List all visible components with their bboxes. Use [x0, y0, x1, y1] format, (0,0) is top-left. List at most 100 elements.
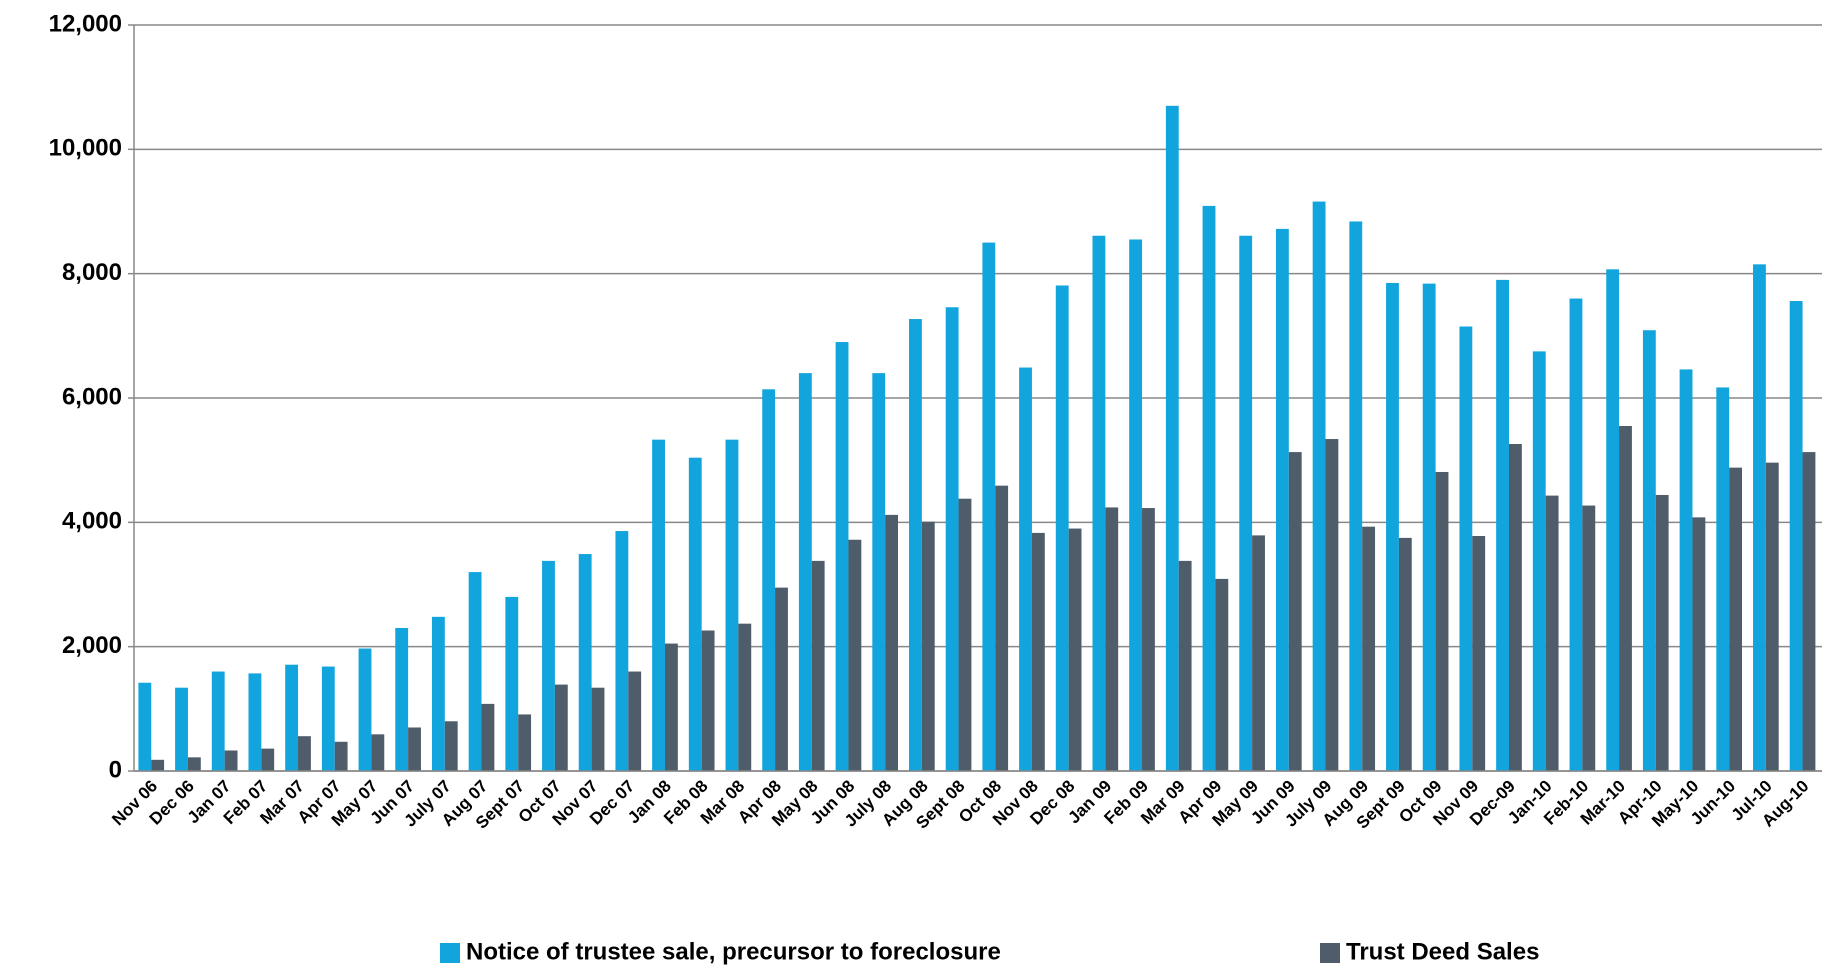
bar [1349, 221, 1363, 772]
bar [371, 734, 385, 771]
bar [1642, 330, 1656, 771]
bar [628, 671, 642, 771]
bar [762, 389, 776, 771]
bar [1215, 578, 1229, 771]
bar [1129, 239, 1143, 772]
bar [1288, 452, 1302, 771]
bar [298, 736, 311, 771]
y-tick-label: 12,000 [49, 10, 122, 37]
bar [909, 319, 922, 771]
bar [652, 439, 665, 771]
bar [261, 748, 275, 771]
bar [1729, 467, 1743, 771]
bar [872, 373, 886, 771]
bar [175, 687, 188, 771]
bar [775, 587, 788, 771]
bar [688, 457, 702, 771]
y-tick-label: 10,000 [49, 135, 122, 162]
bar [885, 514, 899, 771]
bar [554, 684, 568, 771]
bar [1496, 279, 1509, 771]
bar [664, 643, 678, 771]
bar [1068, 528, 1082, 771]
y-tick-label: 4,000 [62, 508, 122, 535]
legend-label: Notice of trustee sale, precursor to for… [466, 938, 1001, 965]
y-tick-label: 8,000 [62, 259, 122, 286]
y-tick-label: 0 [109, 756, 122, 783]
bar [505, 596, 519, 771]
bar [248, 673, 262, 771]
bar [738, 623, 752, 771]
bar [1031, 532, 1045, 771]
bar [1362, 526, 1376, 771]
bar [1753, 264, 1766, 771]
bar [1459, 326, 1473, 771]
bar [1055, 285, 1069, 771]
bar [1545, 495, 1559, 771]
bar [1606, 269, 1620, 771]
bar [1619, 425, 1632, 771]
bar [211, 671, 225, 771]
bar [542, 560, 555, 771]
bar [578, 554, 592, 771]
bar [1019, 367, 1032, 771]
bar [945, 307, 959, 771]
bar [1239, 235, 1253, 771]
bar [1765, 462, 1779, 771]
bar [798, 373, 812, 771]
bar [468, 572, 482, 771]
bar [1142, 508, 1155, 771]
bar [995, 485, 1009, 771]
bar [187, 757, 201, 771]
bar [958, 498, 972, 771]
bar [982, 242, 996, 772]
bar [1422, 283, 1436, 771]
bar [1435, 471, 1449, 771]
bar [1679, 369, 1693, 771]
bar [1202, 205, 1216, 771]
bar [138, 682, 152, 771]
bar [151, 759, 165, 771]
bar [285, 664, 299, 771]
bar [1252, 535, 1265, 771]
bar [1398, 537, 1412, 771]
bar [1092, 235, 1106, 771]
bar [1532, 351, 1546, 771]
bar [1508, 444, 1522, 771]
bar [431, 616, 445, 771]
bar [835, 342, 849, 771]
bar [701, 630, 715, 771]
bar [1655, 494, 1669, 771]
bar [1105, 507, 1119, 771]
bar [1165, 105, 1179, 772]
bar [224, 750, 238, 771]
bar [1789, 301, 1803, 771]
bar [444, 721, 458, 771]
bar [848, 539, 862, 771]
bar [1325, 439, 1339, 771]
bar [395, 628, 409, 771]
bar [1582, 505, 1596, 771]
bar [1472, 536, 1486, 771]
bar [725, 439, 739, 771]
bar [1312, 201, 1326, 771]
bar [1386, 282, 1399, 771]
bar [518, 714, 532, 771]
bar [334, 741, 348, 771]
bar [408, 727, 421, 771]
bar [1716, 387, 1730, 771]
legend-swatch [440, 943, 460, 963]
bar [358, 648, 372, 771]
bar [1178, 560, 1192, 771]
bar [1569, 298, 1583, 771]
bar [1692, 517, 1706, 771]
bar [1275, 228, 1289, 771]
bar [321, 666, 335, 771]
legend-swatch [1320, 943, 1340, 963]
bar [615, 531, 629, 771]
bar [1802, 452, 1816, 771]
y-tick-label: 2,000 [62, 632, 122, 659]
bar [921, 521, 935, 771]
bar [591, 687, 605, 771]
